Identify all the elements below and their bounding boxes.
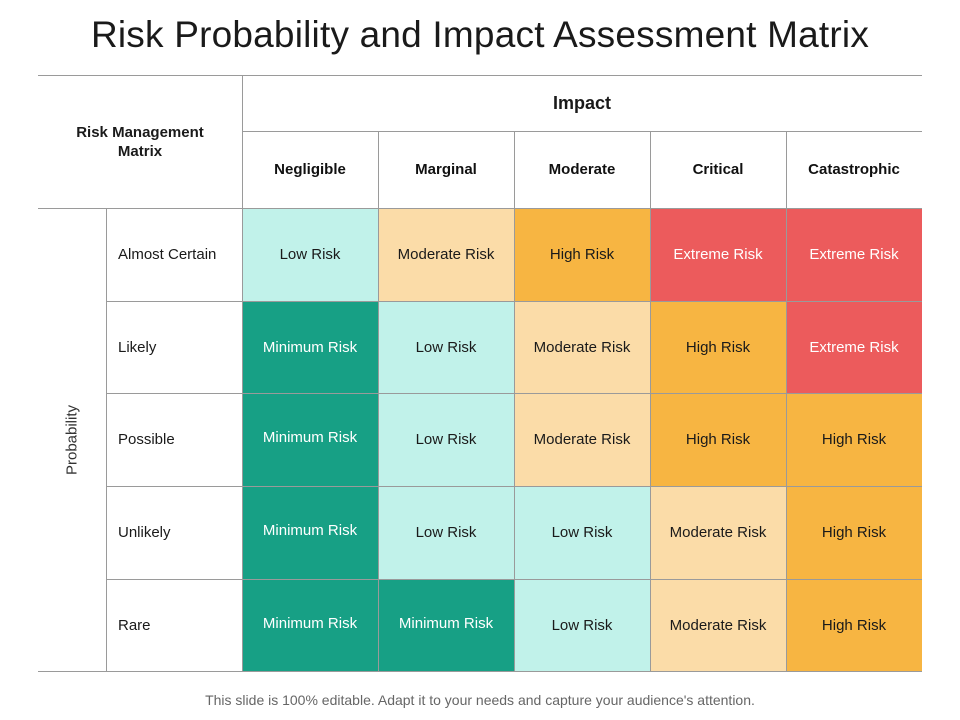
impact-col-header: Catastrophic: [808, 161, 900, 178]
risk-cell: Minimum Risk: [242, 579, 378, 672]
probability-label: Probability: [63, 404, 81, 476]
grid-line: [242, 131, 922, 132]
risk-cell: Low Risk: [378, 486, 514, 579]
impact-header: Impact: [552, 92, 612, 113]
risk-cell: Low Risk: [378, 393, 514, 486]
risk-cell: High Risk: [786, 393, 922, 486]
probability-row-label: Unlikely: [118, 524, 171, 541]
risk-cell: Moderate Risk: [378, 208, 514, 301]
risk-cell: Extreme Risk: [786, 208, 922, 301]
grid-line: [378, 131, 379, 672]
risk-cell: High Risk: [786, 579, 922, 672]
risk-cell: Minimum Risk: [242, 301, 378, 393]
probability-row-label: Possible: [118, 431, 175, 448]
grid-line: [786, 131, 787, 672]
page-title: Risk Probability and Impact Assessment M…: [90, 14, 870, 55]
grid-line: [38, 75, 922, 76]
grid-line: [106, 208, 107, 672]
risk-cell: High Risk: [650, 301, 786, 393]
risk-cell: Low Risk: [242, 208, 378, 301]
impact-col-header: Negligible: [274, 161, 346, 178]
risk-cell: Minimum Risk: [242, 486, 378, 579]
impact-col-header: Critical: [692, 161, 744, 178]
footer-note: This slide is 100% editable. Adapt it to…: [205, 692, 755, 708]
risk-cell: Low Risk: [514, 579, 650, 672]
risk-cell: High Risk: [786, 486, 922, 579]
risk-cell: Low Risk: [514, 486, 650, 579]
risk-cell: Moderate Risk: [650, 579, 786, 672]
risk-cell: Moderate Risk: [514, 301, 650, 393]
probability-axis: Probability: [38, 208, 106, 672]
risk-cell: Minimum Risk: [378, 579, 514, 672]
risk-cell: High Risk: [650, 393, 786, 486]
probability-row-label: Rare: [118, 617, 151, 634]
impact-col-header: Marginal: [415, 161, 477, 178]
risk-cell: High Risk: [514, 208, 650, 301]
matrix-label: Risk Management Matrix: [76, 123, 204, 160]
grid-line: [514, 131, 515, 672]
grid-line: [650, 131, 651, 672]
risk-cell: Extreme Risk: [786, 301, 922, 393]
risk-matrix: Risk Management Matrix Impact Probabilit…: [38, 75, 922, 672]
probability-row-label: Likely: [118, 338, 157, 356]
risk-cell: Minimum Risk: [242, 393, 378, 486]
risk-cell: Moderate Risk: [650, 486, 786, 579]
impact-col-header: Moderate: [548, 161, 616, 178]
grid-line: [38, 208, 922, 209]
risk-cell: Extreme Risk: [650, 208, 786, 301]
risk-cell: Moderate Risk: [514, 393, 650, 486]
grid-line: [242, 75, 243, 672]
probability-row-label: Almost Certain: [118, 246, 217, 263]
grid-line: [38, 671, 922, 672]
risk-cell: Low Risk: [378, 301, 514, 393]
